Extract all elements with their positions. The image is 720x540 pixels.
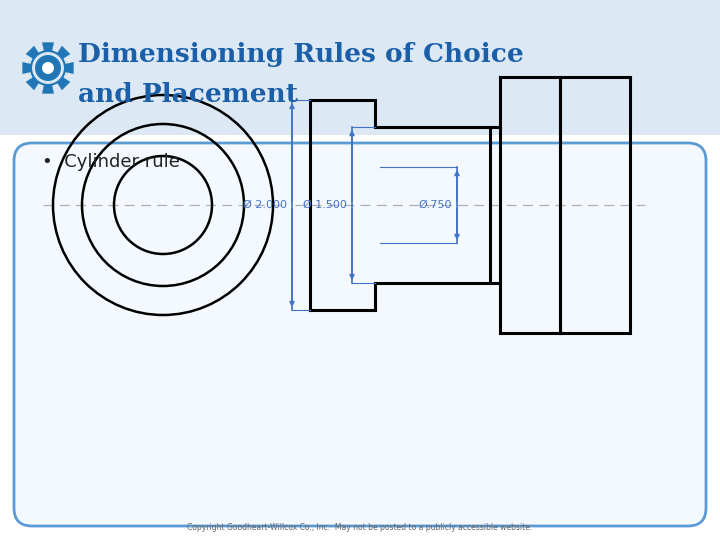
Text: Ø.750: Ø.750 xyxy=(418,200,452,210)
Polygon shape xyxy=(42,43,54,51)
Circle shape xyxy=(35,55,61,81)
Text: Dimensioning Rules of Choice: Dimensioning Rules of Choice xyxy=(78,42,523,67)
Polygon shape xyxy=(22,62,32,73)
Polygon shape xyxy=(26,46,39,59)
Text: Ø 2.000: Ø 2.000 xyxy=(243,200,287,210)
Polygon shape xyxy=(57,77,70,90)
Polygon shape xyxy=(65,62,73,73)
Polygon shape xyxy=(57,46,70,59)
Text: and Placement: and Placement xyxy=(78,82,298,107)
Text: Ø 1.500: Ø 1.500 xyxy=(303,200,347,210)
Circle shape xyxy=(42,62,54,74)
Text: •  Cylinder rule: • Cylinder rule xyxy=(42,153,180,171)
FancyBboxPatch shape xyxy=(14,143,706,526)
Polygon shape xyxy=(26,77,39,90)
Polygon shape xyxy=(42,85,54,93)
Text: Copyright Goodheart-Willcox Co., Inc.  May not be posted to a publicly accessibl: Copyright Goodheart-Willcox Co., Inc. Ma… xyxy=(187,523,533,532)
FancyBboxPatch shape xyxy=(0,0,720,135)
